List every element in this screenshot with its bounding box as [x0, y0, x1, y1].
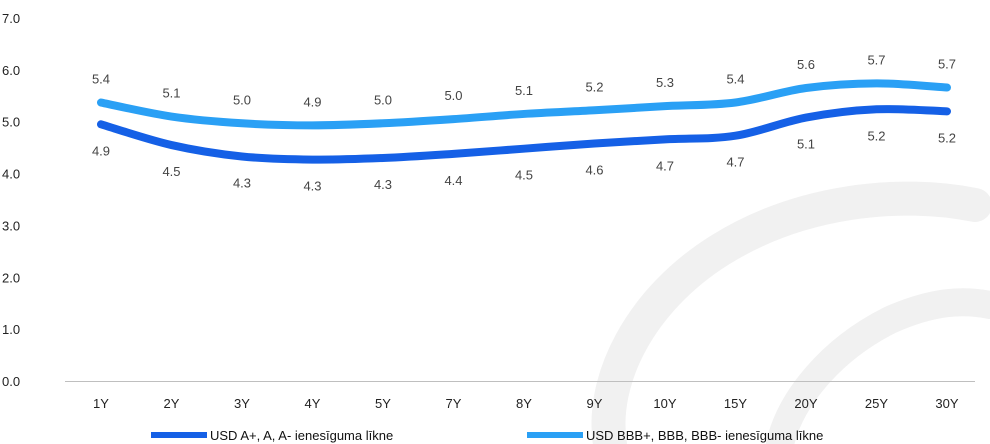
x-tick-label: 9Y: [587, 396, 603, 411]
x-tick-label: 2Y: [164, 396, 180, 411]
data-label: 4.3: [374, 177, 392, 192]
data-label: 5.3: [656, 75, 674, 90]
data-label: 5.1: [515, 83, 533, 98]
legend-label-2: USD BBB+, BBB, BBB- ienesīguma līkne: [586, 428, 823, 443]
x-tick-label: 10Y: [653, 396, 676, 411]
y-tick-label: 0.0: [2, 374, 20, 389]
x-tick-label: 4Y: [305, 396, 321, 411]
x-tick-label: 25Y: [865, 396, 888, 411]
x-tick-label: 15Y: [724, 396, 747, 411]
data-label: 4.3: [233, 175, 251, 190]
y-tick-label: 2.0: [2, 270, 20, 285]
data-label: 5.0: [374, 92, 392, 107]
data-label: 4.7: [726, 155, 744, 170]
y-tick-label: 4.0: [2, 167, 20, 182]
data-label: 4.5: [515, 168, 533, 183]
series-line-1: [97, 105, 951, 164]
x-tick-label: 5Y: [375, 396, 391, 411]
data-label: 4.7: [656, 158, 674, 173]
data-label: 5.7: [938, 56, 956, 71]
data-label: 5.0: [233, 92, 251, 107]
data-label: 5.2: [867, 128, 885, 143]
data-label: 5.4: [92, 72, 110, 87]
watermark-logo-arc-lower: [766, 288, 990, 444]
y-tick-label: 3.0: [2, 218, 20, 233]
data-label: 5.0: [444, 88, 462, 103]
x-tick-label: 1Y: [93, 396, 109, 411]
x-tick-label: 20Y: [794, 396, 817, 411]
series-line-2: [97, 79, 951, 130]
legend-label-1: USD A+, A, A- ienesīguma līkne: [210, 428, 393, 443]
y-tick-label: 7.0: [2, 11, 20, 26]
data-label: 4.5: [162, 164, 180, 179]
data-label: 4.6: [585, 162, 603, 177]
data-label: 4.4: [444, 173, 462, 188]
y-tick-label: 6.0: [2, 63, 20, 78]
data-label: 5.2: [585, 79, 603, 94]
data-label: 4.9: [303, 94, 321, 109]
y-tick-label: 5.0: [2, 115, 20, 130]
data-label: 5.7: [867, 52, 885, 67]
data-label: 4.3: [303, 179, 321, 194]
data-label: 5.1: [797, 137, 815, 152]
x-tick-label: 3Y: [234, 396, 250, 411]
data-label: 5.4: [726, 72, 744, 87]
x-tick-label: 7Y: [446, 396, 462, 411]
x-tick-label: 8Y: [516, 396, 532, 411]
y-tick-label: 1.0: [2, 322, 20, 337]
data-label: 5.2: [938, 130, 956, 145]
watermark-logo-arc-upper: [591, 181, 990, 444]
x-tick-label: 30Y: [935, 396, 958, 411]
data-label: 5.1: [162, 86, 180, 101]
data-label: 5.6: [797, 57, 815, 72]
data-label: 4.9: [92, 143, 110, 158]
